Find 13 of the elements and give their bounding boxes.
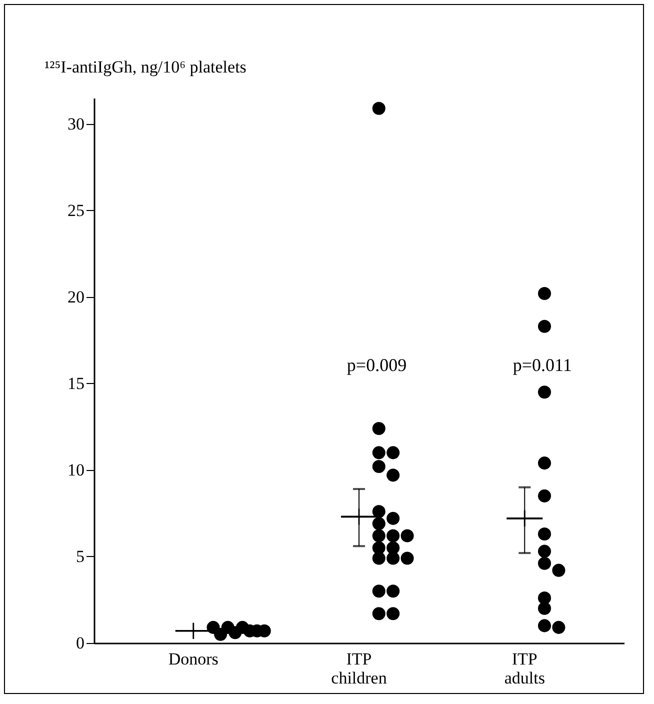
annotation: p=0.011 [512, 355, 572, 375]
x-tick-label: Donors [168, 650, 218, 668]
y-tick-label: 20 [68, 287, 84, 306]
y-tick-label: 0 [76, 634, 84, 652]
y-axis-title: ¹²⁵I-antiIgGh, ng/10⁶ platelets [44, 58, 246, 76]
y-tick-label: 10 [68, 460, 84, 480]
y-tick-label: 5 [76, 546, 84, 566]
y-tick-label: 30 [68, 114, 84, 134]
y-tick-label: 25 [68, 200, 84, 220]
x-tick-label: ITP children [331, 650, 388, 688]
x-tick-label: ITP adults [504, 650, 545, 688]
annotation: p=0.009 [346, 355, 407, 375]
y-tick-label: 15 [68, 374, 84, 393]
